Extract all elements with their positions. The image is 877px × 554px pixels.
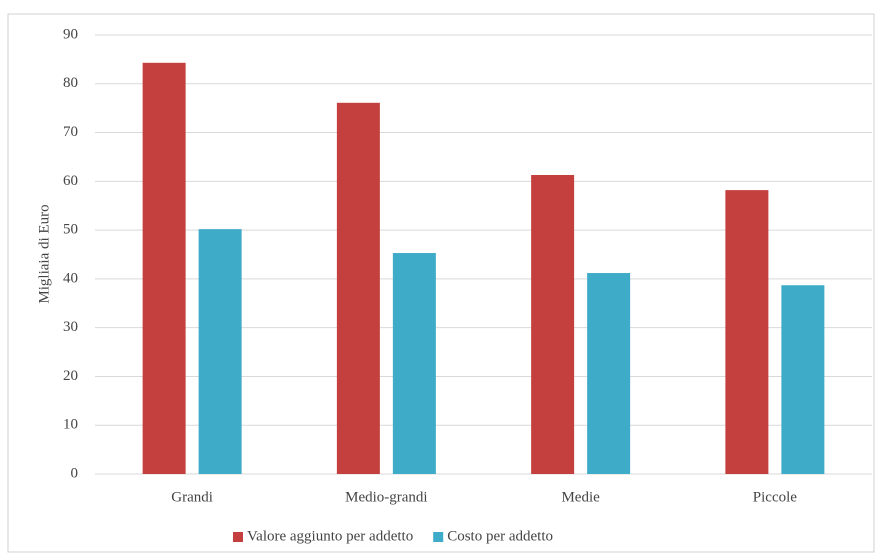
- x-tick-label: Piccole: [753, 489, 797, 505]
- x-tick-label: Grandi: [171, 489, 213, 505]
- x-tick-label: Medio-grandi: [345, 489, 427, 505]
- y-tick-label: 50: [63, 222, 78, 238]
- bar: [336, 102, 380, 474]
- y-tick-label: 20: [63, 368, 78, 384]
- y-tick-label: 40: [63, 270, 78, 286]
- y-axis-title: Migliaia di Euro: [36, 204, 52, 303]
- x-tick-label: Medie: [561, 489, 600, 505]
- y-tick-label: 10: [63, 417, 78, 433]
- y-tick-label: 60: [63, 173, 78, 189]
- legend-label: Valore aggiunto per addetto: [247, 528, 413, 544]
- y-tick-label: 90: [63, 26, 78, 42]
- legend-label: Costo per addetto: [447, 528, 553, 544]
- legend-swatch: [433, 532, 444, 542]
- bar: [142, 62, 186, 474]
- bar: [587, 273, 631, 474]
- y-tick-label: 0: [71, 465, 79, 481]
- bar: [531, 174, 575, 474]
- y-tick-label: 70: [63, 124, 78, 140]
- bar: [198, 229, 242, 474]
- y-tick-label: 30: [63, 319, 78, 335]
- bar: [392, 253, 436, 474]
- bar: [781, 285, 825, 474]
- legend-swatch: [233, 532, 243, 542]
- y-tick-label: 80: [63, 75, 78, 91]
- bar: [725, 190, 769, 474]
